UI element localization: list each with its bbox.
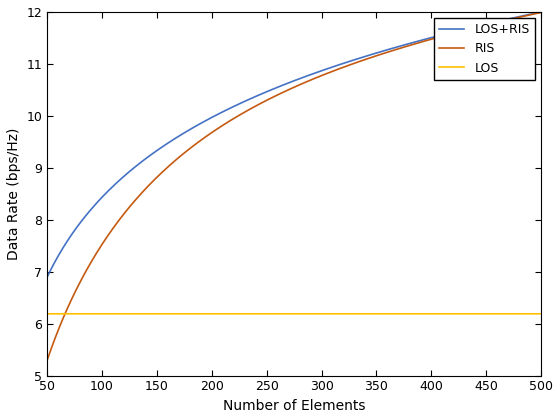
LOS+RIS — [44, 274, 50, 279]
LOS — [538, 311, 544, 316]
RIS — [271, 94, 278, 99]
RIS — [284, 88, 291, 93]
LOS+RIS — [523, 13, 530, 18]
LOS — [524, 311, 530, 316]
RIS — [523, 13, 530, 18]
LOS — [523, 311, 530, 316]
RIS — [524, 13, 530, 18]
LOS+RIS — [69, 231, 76, 236]
LOS — [69, 311, 76, 316]
LOS — [44, 311, 50, 316]
LOS+RIS — [284, 81, 291, 86]
Y-axis label: Data Rate (bps/Hz): Data Rate (bps/Hz) — [7, 128, 21, 260]
RIS — [44, 357, 50, 362]
LOS+RIS — [271, 86, 278, 91]
LOS — [284, 311, 291, 316]
LOS+RIS — [433, 34, 440, 39]
RIS — [538, 10, 544, 15]
RIS — [69, 295, 76, 300]
Legend: LOS+RIS, RIS, LOS: LOS+RIS, RIS, LOS — [435, 18, 535, 80]
RIS — [433, 35, 440, 40]
Line: RIS: RIS — [47, 13, 541, 360]
Line: LOS+RIS: LOS+RIS — [47, 12, 541, 277]
LOS+RIS — [538, 9, 544, 14]
LOS — [271, 311, 278, 316]
X-axis label: Number of Elements: Number of Elements — [223, 399, 365, 413]
LOS+RIS — [524, 13, 530, 18]
LOS — [433, 311, 440, 316]
